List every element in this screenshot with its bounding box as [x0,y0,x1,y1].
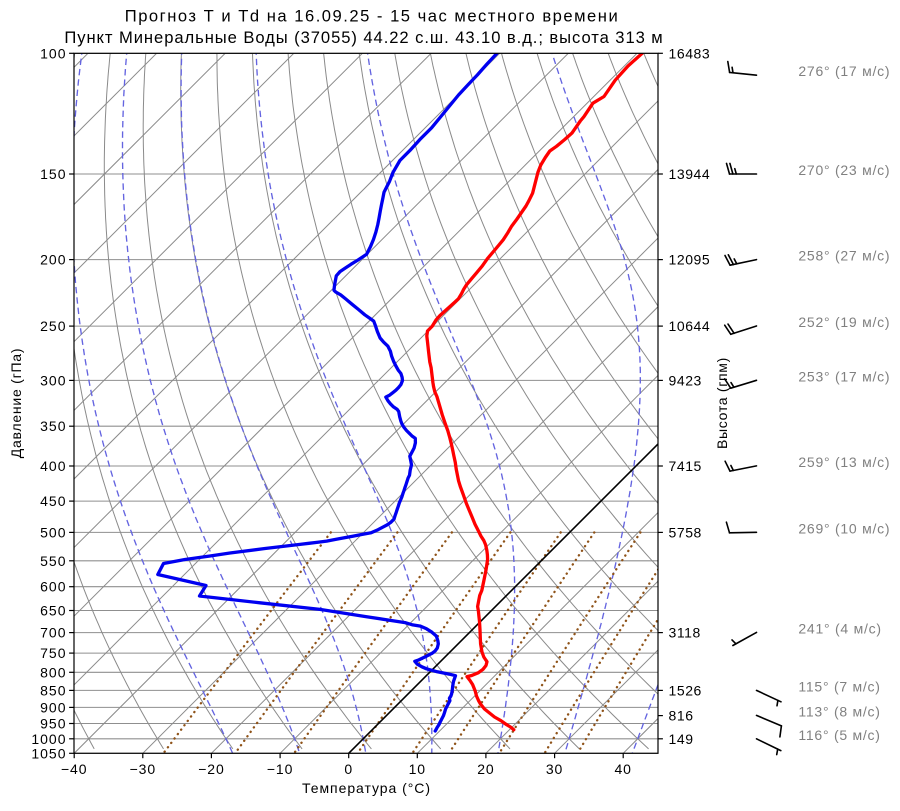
svg-text:850: 850 [40,682,66,698]
svg-text:276° (17 м/с): 276° (17 м/с) [798,63,890,79]
svg-text:−10: −10 [267,761,293,777]
svg-text:10644: 10644 [669,318,711,334]
svg-text:5758: 5758 [669,524,702,540]
svg-text:269° (10 м/с): 269° (10 м/с) [798,520,890,536]
svg-text:Прогноз Т и Td на 16.09.25 - 1: Прогноз Т и Td на 16.09.25 - 15 час мест… [125,6,619,25]
svg-text:13944: 13944 [669,166,711,182]
svg-text:150: 150 [40,166,66,182]
svg-text:1000: 1000 [31,731,66,747]
svg-text:250: 250 [40,318,66,334]
svg-text:816: 816 [669,708,694,724]
svg-text:−40: −40 [61,761,87,777]
svg-text:700: 700 [40,625,66,641]
svg-text:16483: 16483 [669,45,711,61]
svg-text:115° (7 м/с): 115° (7 м/с) [798,678,880,694]
svg-text:750: 750 [40,645,66,661]
svg-text:113° (8 м/с): 113° (8 м/с) [798,703,880,719]
svg-text:800: 800 [40,664,66,680]
svg-text:Пункт Минеральные Воды (37055): Пункт Минеральные Воды (37055) 44.22 с.ш… [64,28,663,47]
svg-text:149: 149 [669,731,694,747]
svg-text:259° (13 м/с): 259° (13 м/с) [798,454,890,470]
svg-text:350: 350 [40,418,66,434]
svg-text:7415: 7415 [669,458,702,474]
svg-text:12095: 12095 [669,252,711,268]
svg-text:550: 550 [40,553,66,569]
svg-text:−20: −20 [198,761,224,777]
svg-text:1050: 1050 [31,745,66,761]
svg-text:200: 200 [40,252,66,268]
svg-text:9423: 9423 [669,372,702,388]
svg-text:253° (17 м/с): 253° (17 м/с) [798,368,890,384]
svg-text:100: 100 [40,45,66,61]
svg-text:900: 900 [40,699,66,715]
svg-text:950: 950 [40,716,66,732]
svg-text:241° (4 м/с): 241° (4 м/с) [798,620,881,636]
svg-text:650: 650 [40,603,66,619]
svg-text:270° (23 м/с): 270° (23 м/с) [798,162,890,178]
svg-text:252° (19 м/с): 252° (19 м/с) [798,314,890,330]
svg-text:300: 300 [40,372,66,388]
svg-text:1526: 1526 [669,682,702,698]
svg-text:Высота (гпм): Высота (гпм) [714,357,730,449]
svg-text:40: 40 [615,761,632,777]
svg-text:30: 30 [546,761,563,777]
svg-text:Давление (гПа): Давление (гПа) [8,348,24,459]
svg-text:Температура (°C): Температура (°C) [302,780,431,796]
svg-text:258° (27 м/с): 258° (27 м/с) [798,248,890,264]
svg-text:400: 400 [40,458,66,474]
svg-text:500: 500 [40,524,66,540]
svg-text:−30: −30 [130,761,156,777]
svg-text:600: 600 [40,579,66,595]
svg-text:3118: 3118 [669,625,701,641]
svg-text:0: 0 [344,761,353,777]
svg-text:116° (5 м/с): 116° (5 м/с) [798,727,880,743]
svg-text:10: 10 [409,761,426,777]
svg-text:450: 450 [40,493,66,509]
svg-text:20: 20 [477,761,494,777]
